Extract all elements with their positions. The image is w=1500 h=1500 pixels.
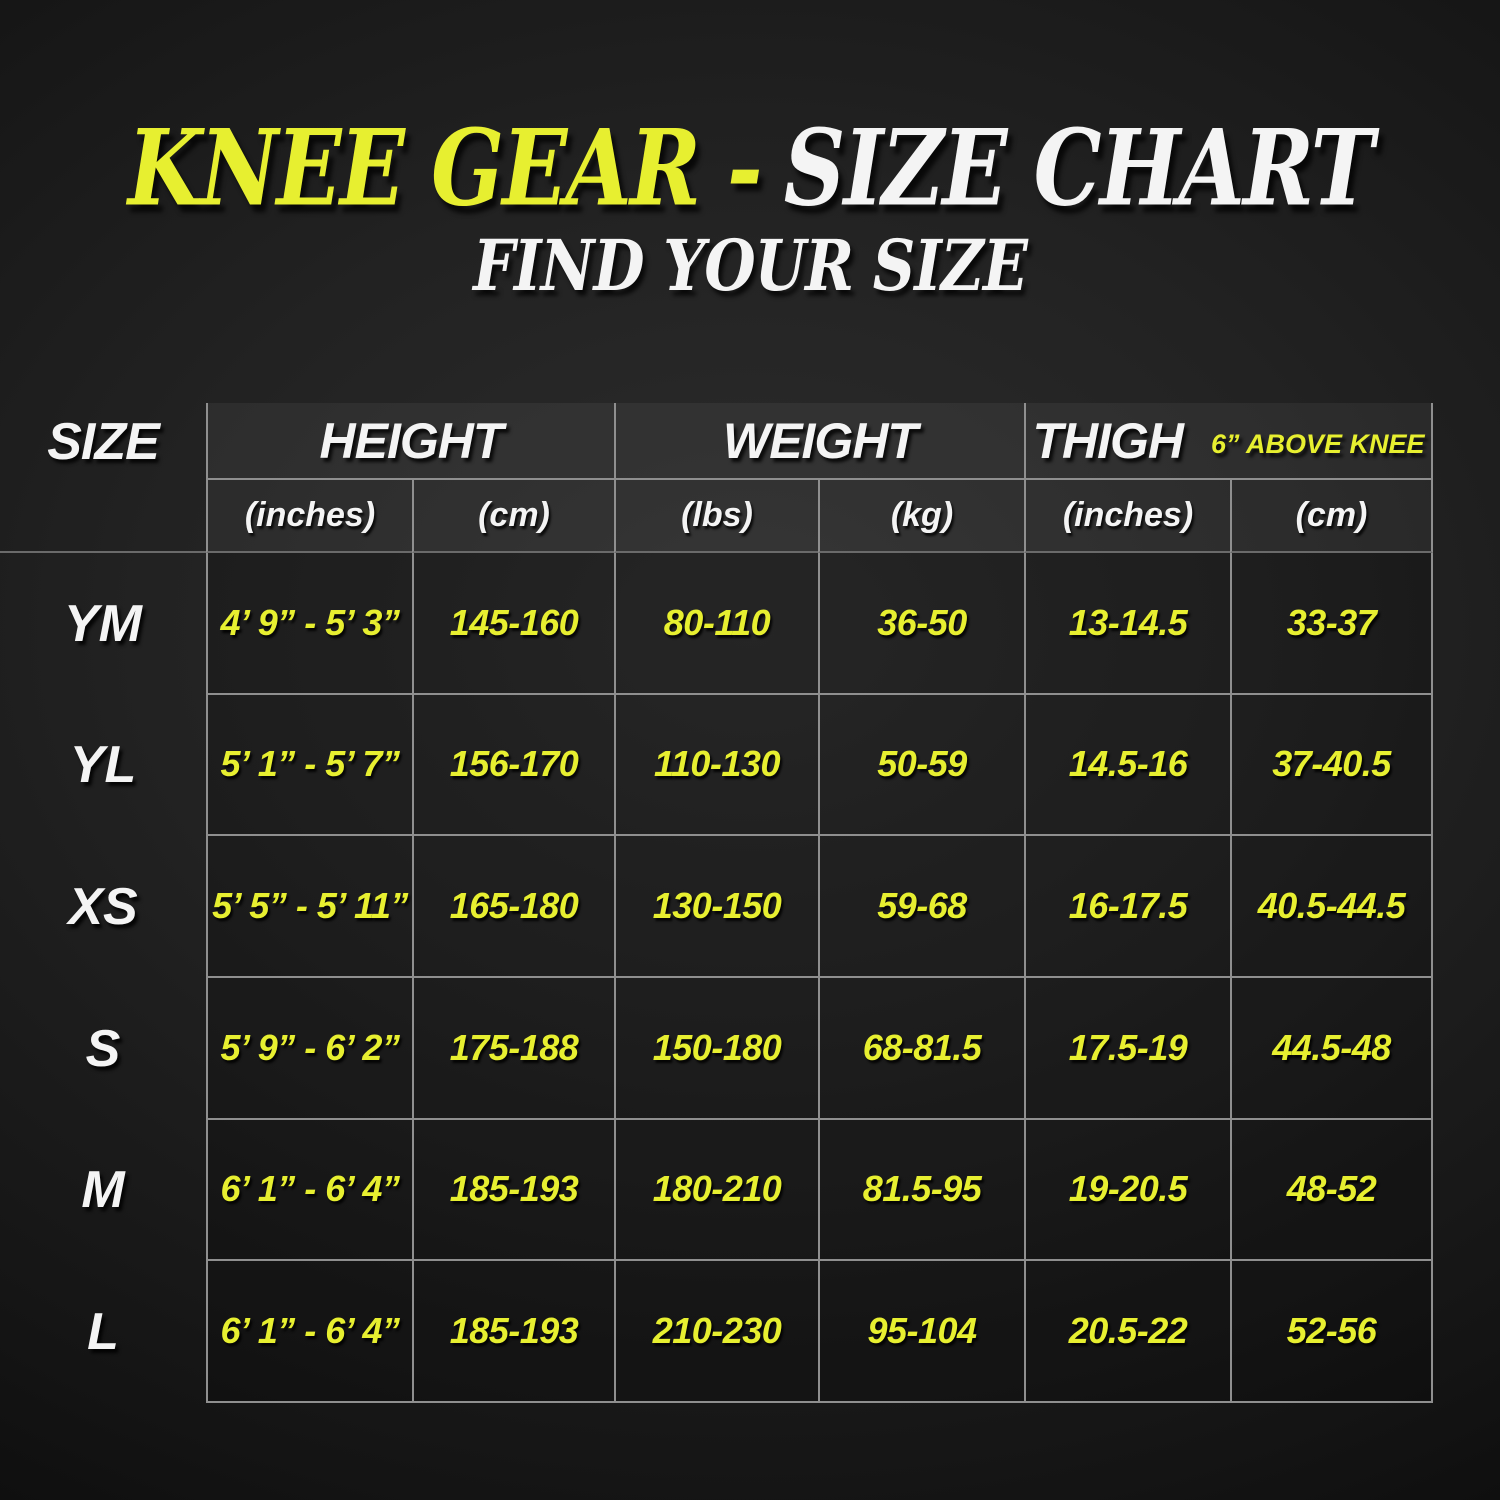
column-header-size: SIZE bbox=[47, 412, 160, 471]
table-cell: 130-150 bbox=[614, 836, 818, 978]
table-cell: 17.5-19 bbox=[1024, 977, 1230, 1120]
table-cell: 6’ 1” - 6’ 4” bbox=[206, 1119, 412, 1262]
subheader-spacer bbox=[0, 480, 206, 553]
row-label-xs: XS bbox=[68, 878, 138, 937]
subheader-thigh-cm: (cm) bbox=[1230, 480, 1433, 553]
group-label-thigh: THIGH bbox=[1032, 412, 1184, 469]
row-label-yl: YL bbox=[69, 736, 137, 795]
table-cell: 36-50 bbox=[818, 553, 1024, 695]
subheader-thigh-inches: (inches) bbox=[1024, 480, 1230, 553]
column-group-weight: WEIGHT bbox=[614, 403, 1024, 480]
subheader-height-inches: (inches) bbox=[206, 480, 412, 553]
table-cell: 20.5-22 bbox=[1024, 1261, 1230, 1403]
table-cell: 95-104 bbox=[818, 1261, 1024, 1403]
table-cell: 40.5-44.5 bbox=[1230, 836, 1433, 978]
subheader-weight-kg: (kg) bbox=[818, 480, 1024, 553]
table-cell: 16-17.5 bbox=[1024, 836, 1230, 978]
group-label-height: HEIGHT bbox=[319, 412, 504, 469]
table-cell: 110-130 bbox=[614, 694, 818, 837]
subheader-weight-lbs: (lbs) bbox=[614, 480, 818, 553]
table-cell: 210-230 bbox=[614, 1261, 818, 1403]
thigh-measure-note: 6” ABOVE KNEE bbox=[1210, 429, 1425, 459]
table-cell: 50-59 bbox=[818, 694, 1024, 837]
table-cell: 165-180 bbox=[412, 836, 614, 978]
column-group-thigh: THIGH 6” ABOVE KNEE bbox=[1024, 403, 1433, 480]
table-cell: 48-52 bbox=[1230, 1119, 1433, 1262]
table-cell: 13-14.5 bbox=[1024, 553, 1230, 695]
row-label-m: M bbox=[81, 1161, 125, 1220]
table-cell: 156-170 bbox=[412, 694, 614, 837]
table-cell: 14.5-16 bbox=[1024, 694, 1230, 837]
title-accent-text: KNEE GEAR - bbox=[127, 106, 763, 230]
table-cell: 185-193 bbox=[412, 1261, 614, 1403]
column-group-height: HEIGHT bbox=[206, 403, 614, 480]
page-title: KNEE GEAR - SIZE CHART bbox=[0, 116, 1500, 221]
table-cell: 44.5-48 bbox=[1230, 977, 1433, 1120]
table-cell: 145-160 bbox=[412, 553, 614, 695]
subheader-height-cm: (cm) bbox=[412, 480, 614, 553]
table-cell: 68-81.5 bbox=[818, 977, 1024, 1120]
table-cell: 185-193 bbox=[412, 1119, 614, 1262]
row-label-l: L bbox=[87, 1303, 119, 1362]
table-cell: 52-56 bbox=[1230, 1261, 1433, 1403]
table-cell: 37-40.5 bbox=[1230, 694, 1433, 837]
table-cell: 150-180 bbox=[614, 977, 818, 1120]
table-cell: 33-37 bbox=[1230, 553, 1433, 695]
page-subtitle: FIND YOUR SIZE bbox=[473, 225, 1028, 308]
table-cell: 6’ 1” - 6’ 4” bbox=[206, 1261, 412, 1403]
row-label-ym: YM bbox=[64, 594, 142, 653]
table-cell: 80-110 bbox=[614, 553, 818, 695]
table-cell: 59-68 bbox=[818, 836, 1024, 978]
table-cell: 81.5-95 bbox=[818, 1119, 1024, 1262]
table-cell: 175-188 bbox=[412, 977, 614, 1120]
table-cell: 5’ 1” - 5’ 7” bbox=[206, 694, 412, 837]
table-cell: 19-20.5 bbox=[1024, 1119, 1230, 1262]
title-main-text: SIZE CHART bbox=[783, 106, 1375, 230]
table-cell: 5’ 5” - 5’ 11” bbox=[206, 836, 412, 978]
row-label-s: S bbox=[85, 1019, 121, 1078]
table-cell: 180-210 bbox=[614, 1119, 818, 1262]
group-label-weight: WEIGHT bbox=[723, 412, 918, 469]
table-cell: 5’ 9” - 6’ 2” bbox=[206, 977, 412, 1120]
size-chart-table: SIZE HEIGHT WEIGHT THIGH 6” ABOVE KNEE (… bbox=[0, 403, 1433, 1403]
table-cell: 4’ 9” - 5’ 3” bbox=[206, 553, 412, 695]
